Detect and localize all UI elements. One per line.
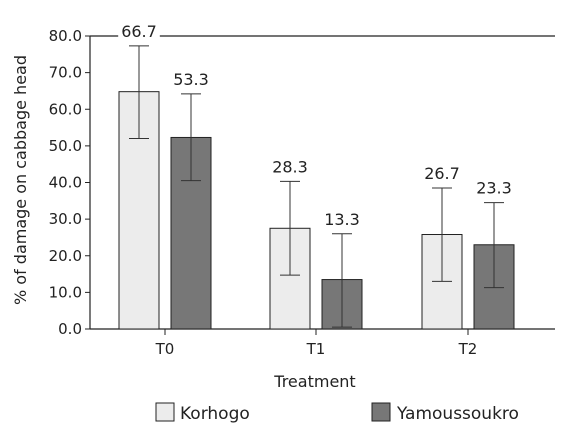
y-tick-label: 70.0 <box>49 64 82 82</box>
y-tick-label: 60.0 <box>49 100 82 118</box>
y-tick-label: 50.0 <box>49 137 82 155</box>
data-label-background <box>118 21 160 41</box>
data-label: 28.3 <box>272 157 308 176</box>
data-labels: 66.7 53.3 28.3 13.3 26.7 23.3 <box>118 21 512 229</box>
y-tick-label: 0.0 <box>58 320 82 338</box>
legend-swatch-yamoussoukro <box>371 402 391 422</box>
y-axis-ticks: 0.0 10.0 20.0 30.0 40.0 50.0 60.0 70.0 80.0 <box>49 27 90 338</box>
data-label: 66.7 <box>121 22 157 41</box>
x-axis-ticks: T0 T1 T2 <box>155 329 478 358</box>
y-tick-label: 40.0 <box>49 174 82 192</box>
data-label: 13.3 <box>324 210 360 229</box>
legend-label-korhogo: Korhogo <box>180 404 250 424</box>
bars <box>118 91 515 330</box>
y-tick-label: 80.0 <box>49 27 82 45</box>
data-label: 26.7 <box>424 164 460 183</box>
error-bars <box>129 45 504 328</box>
y-axis-title: % of damage on cabbage head <box>11 55 30 305</box>
y-tick-label: 10.0 <box>49 283 82 301</box>
legend-label-yamoussoukro: Yamoussoukro <box>396 404 519 424</box>
data-label: 23.3 <box>476 179 512 198</box>
data-label: 53.3 <box>173 70 209 89</box>
x-axis-title: Treatment <box>273 372 355 391</box>
x-tick-label: T2 <box>458 340 478 358</box>
y-tick-label: 30.0 <box>49 210 82 228</box>
x-tick-label: T0 <box>155 340 175 358</box>
x-tick-label: T1 <box>306 340 326 358</box>
y-tick-label: 20.0 <box>49 247 82 265</box>
legend: Korhogo Yamoussoukro <box>155 402 519 424</box>
legend-swatch-korhogo <box>155 402 175 422</box>
